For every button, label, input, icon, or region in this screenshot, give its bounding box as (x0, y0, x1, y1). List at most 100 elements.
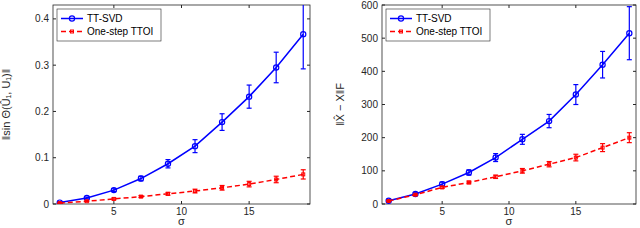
point (601, 146, 604, 149)
point (166, 192, 169, 195)
error-bar (493, 175, 498, 178)
x-tick (575, 201, 576, 204)
legend-swatch (390, 18, 412, 20)
y-tick (382, 170, 385, 171)
legend: TT-SVD One-step TTOI (386, 9, 490, 41)
error-bar (247, 181, 252, 187)
error-bar (573, 85, 578, 105)
legend-label: One-step TTOI (87, 26, 153, 37)
point (387, 200, 390, 203)
point (219, 119, 224, 124)
chart: 510150100200300400500600σ‖X̂ − X‖FTT-SVD… (333, 0, 636, 227)
y-tick (307, 157, 310, 158)
x-tick-label: 15 (570, 206, 582, 217)
error-bar (193, 189, 198, 193)
error-bar (466, 181, 471, 184)
legend-swatch (61, 18, 83, 20)
error-bar (520, 169, 525, 174)
point (85, 200, 88, 203)
x-tick-label: 5 (111, 206, 117, 217)
point (194, 190, 197, 193)
error-bar (547, 162, 552, 167)
point (547, 118, 552, 123)
point (302, 173, 305, 176)
point (221, 186, 224, 189)
error-bar (547, 114, 552, 127)
point (301, 32, 306, 37)
error-bar (220, 185, 225, 190)
x-tick (442, 201, 443, 204)
y-tick (382, 137, 385, 138)
legend-swatch (390, 31, 412, 33)
x-axis-label: σ (506, 215, 513, 227)
y-tick-label: 0.3 (35, 60, 49, 71)
series-line (60, 174, 303, 203)
point (138, 176, 143, 181)
x-tick (509, 5, 510, 8)
error-bar (111, 198, 116, 200)
legend-marker (69, 16, 74, 21)
point (574, 156, 577, 159)
y-tick (633, 104, 636, 105)
plot-frame (382, 5, 636, 204)
point (139, 195, 142, 198)
x-tick (249, 201, 250, 204)
error-bar (627, 133, 632, 143)
y-tick (382, 204, 385, 205)
error-bar (627, 7, 632, 60)
legend-label: One-step TTOI (416, 26, 482, 37)
error-bar (520, 134, 525, 144)
y-tick (382, 71, 385, 72)
error-bar (413, 193, 418, 196)
point (573, 92, 578, 97)
error-bar (165, 192, 170, 195)
figure: 5101500.10.20.30.4σ‖sin Θ(Û₁, U₁)‖TT-SVD… (0, 0, 640, 228)
series-line (60, 34, 303, 202)
y-tick (382, 38, 385, 39)
point (466, 170, 471, 175)
y-tick-label: 300 (361, 99, 378, 110)
legend-marker (400, 30, 403, 33)
point (274, 65, 279, 70)
legend-label: TT-SVD (87, 13, 123, 24)
point (467, 181, 470, 184)
y-tick-label: 600 (361, 0, 378, 11)
error-bar (301, 5, 306, 69)
y-tick (633, 71, 636, 72)
legend-marker (71, 30, 74, 33)
x-tick (113, 201, 114, 204)
point (386, 198, 391, 203)
y-tick-label: 0.1 (35, 152, 49, 163)
legend-label: TT-SVD (416, 13, 452, 24)
y-tick (307, 204, 310, 205)
plot-data (57, 5, 306, 204)
y-tick (53, 111, 56, 112)
y-tick (633, 5, 636, 6)
error-bar (386, 200, 391, 202)
error-bar (138, 196, 143, 198)
y-tick (53, 65, 56, 66)
y-tick-label: 0.4 (35, 13, 49, 24)
y-tick (53, 18, 56, 19)
x-axis-label: σ (178, 215, 185, 227)
point (57, 200, 62, 204)
y-tick (53, 204, 56, 205)
plot-frame (53, 5, 310, 204)
error-bar (57, 202, 62, 204)
point (600, 62, 605, 67)
y-axis-label: ‖X̂ − X‖F (333, 83, 346, 126)
y-tick (633, 38, 636, 39)
point (521, 169, 524, 172)
point (627, 31, 632, 36)
point (441, 186, 444, 189)
y-tick (307, 18, 310, 19)
x-tick (181, 201, 182, 204)
error-bar (138, 176, 143, 181)
error-bar (84, 200, 89, 202)
y-tick (382, 5, 385, 6)
x-tick (509, 201, 510, 204)
point (520, 137, 525, 142)
x-tick-label: 5 (439, 206, 445, 217)
y-tick (53, 157, 56, 158)
error-bar (57, 202, 62, 203)
